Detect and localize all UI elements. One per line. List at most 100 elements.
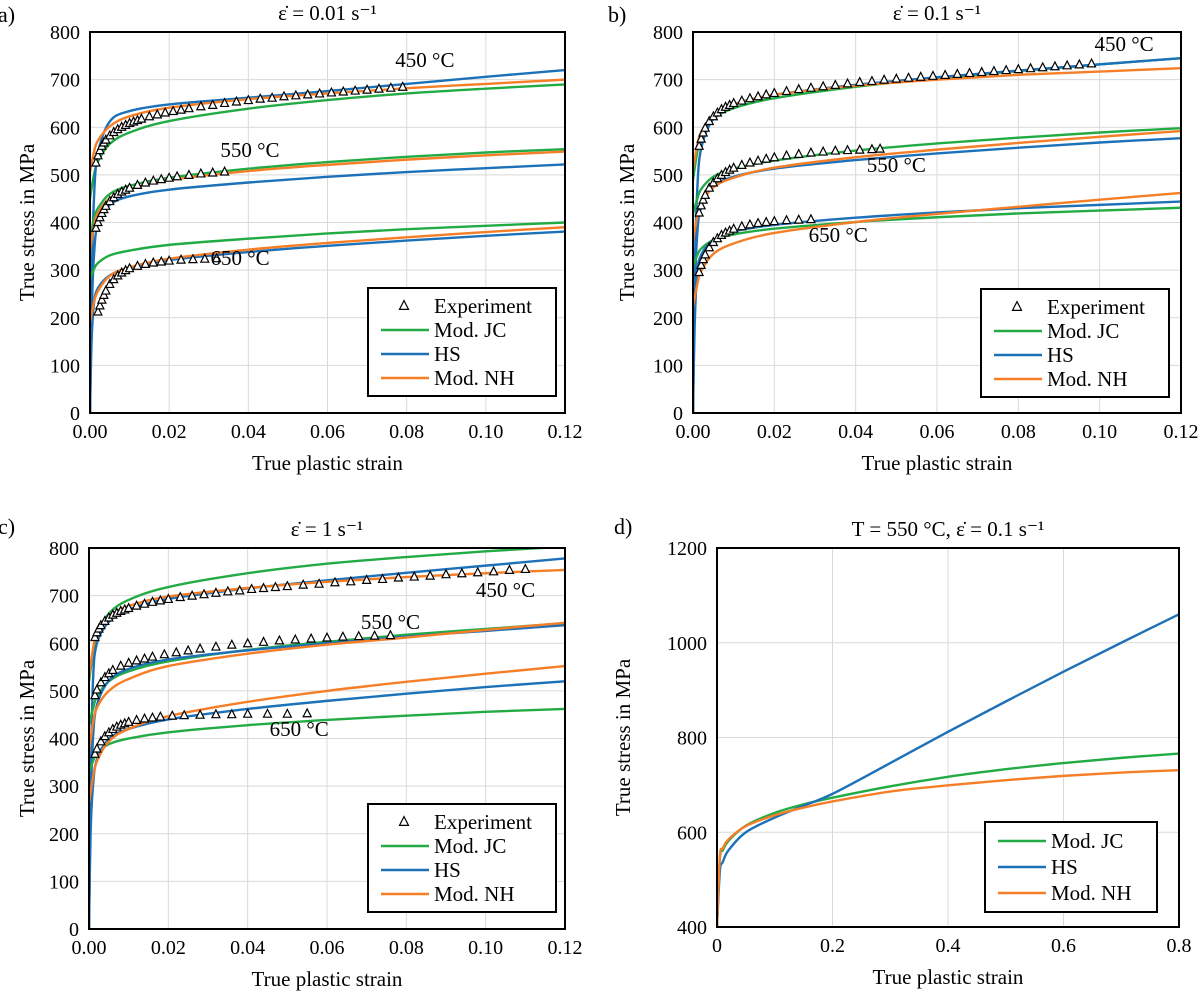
experiment-marker (163, 593, 174, 604)
curve-mod_jc-650c (692, 206, 1182, 268)
series-group-b (692, 56, 1182, 414)
experiment-marker (302, 88, 313, 99)
experiment-marker (818, 145, 829, 156)
experiment-marker (219, 97, 230, 108)
experiment-marker (964, 67, 975, 78)
experiment-marker (1037, 61, 1048, 72)
experiment-marker (124, 182, 135, 192)
experiment-marker (940, 69, 951, 79)
svg-text:700: 700 (49, 586, 79, 608)
experiment-marker (373, 83, 384, 93)
experiment-marker (805, 146, 816, 157)
annotation-550c: 550 °C (867, 153, 926, 177)
experiment-marker (156, 173, 167, 184)
experiment-marker (155, 710, 166, 721)
svg-text:0.04: 0.04 (230, 937, 265, 959)
experiment-marker (338, 85, 349, 96)
experiment-marker (262, 708, 273, 718)
svg-text:0.00: 0.00 (676, 421, 711, 443)
experiment-marker (219, 165, 230, 176)
chart-title-a: ε̇ = 0.01 s⁻¹ (278, 1, 377, 25)
plot-border-b (692, 31, 1182, 414)
experiment-marker (425, 569, 436, 580)
experiment-marker (231, 95, 242, 106)
curve-hs-550c (716, 613, 1180, 928)
panel-label-b: b) (608, 2, 627, 27)
experiment-marker (147, 650, 158, 661)
svg-text:0.06: 0.06 (310, 937, 345, 959)
experiment-marker (152, 108, 163, 119)
experiment-marker (1001, 64, 1012, 75)
experiment-marker (781, 85, 792, 96)
experiment-marker (385, 629, 396, 640)
svg-text:400: 400 (50, 213, 80, 235)
experiment-marker (234, 584, 245, 595)
svg-text:800: 800 (677, 728, 707, 750)
experiment-marker (94, 299, 105, 310)
experiment-marker (700, 189, 711, 199)
panel-label-a: a) (0, 2, 16, 27)
experiment-marker (139, 712, 150, 723)
legend-label-experiment: Experiment (434, 294, 532, 318)
experiment-marker (830, 144, 841, 155)
svg-text:0.08: 0.08 (389, 421, 424, 443)
experiment-marker (195, 709, 206, 719)
experiment-marker (866, 143, 877, 154)
plot-border-d (716, 547, 1180, 928)
experiment-marker (270, 581, 281, 592)
chart-b-svg: 0.00 0.02 0.04 0.06 0.08 0.10 0.12 0 100 200 300 40… (615, 1, 1199, 475)
experiment-marker (1062, 59, 1073, 70)
legend-box-c (367, 803, 557, 913)
experiment-marker (361, 574, 372, 584)
experiment-marker (854, 143, 865, 154)
svg-text:600: 600 (49, 633, 79, 655)
series-group-a (89, 68, 566, 414)
experiment-marker (210, 587, 221, 597)
experiment-marker (385, 82, 396, 92)
experiment-marker (793, 214, 804, 224)
experiment-marker (314, 87, 325, 98)
legend-label-mod_jc: Mod. JC (1051, 829, 1123, 853)
experiment-marker (164, 254, 175, 265)
experiment-marker (290, 89, 301, 100)
experiment-marker (704, 241, 715, 252)
experiment-marker (207, 166, 218, 177)
experiment-marker (199, 588, 210, 599)
experiment-marker (314, 578, 325, 588)
experiment-marker (875, 143, 886, 153)
experiment-marker (91, 742, 102, 753)
legend-label-mod_jc: Mod. JC (1047, 319, 1119, 343)
experiment-marker (322, 631, 332, 642)
svg-text:800: 800 (653, 22, 683, 44)
experiment-marker (879, 73, 890, 84)
svg-text:600: 600 (653, 117, 683, 139)
experiment-marker (144, 110, 155, 121)
experiment-marker (100, 200, 111, 210)
experiment-marker (793, 83, 804, 94)
panel-b: b) 0.00 0.02 0.04 0.06 0.08 0.10 0.12 0 100 200 30… (600, 0, 1200, 500)
x-axis-title-b: True plastic strain (862, 451, 1013, 475)
experiment-points-650c (694, 213, 816, 277)
annotation-650c: 650 °C (809, 223, 868, 247)
legend-experiment-marker (398, 299, 410, 310)
svg-text:600: 600 (50, 117, 80, 139)
chart-title-c: ε̇ = 1 s⁻¹ (291, 517, 363, 541)
experiment-marker (903, 72, 914, 82)
svg-text:0.10: 0.10 (468, 421, 503, 443)
experiment-marker (488, 565, 499, 576)
curve-mod_nh-550c (716, 768, 1180, 928)
x-tick-labels-a: 0.00 0.02 0.04 0.06 0.08 0.10 0.12 (73, 421, 583, 443)
experiment-marker (278, 90, 289, 101)
panel-a: a) 0.00 0.02 0.04 0.06 0.08 0.10 0.12 0 100 200 30… (0, 0, 600, 500)
svg-text:0: 0 (673, 403, 683, 425)
experiment-marker (243, 94, 254, 105)
svg-text:0: 0 (712, 935, 722, 957)
svg-text:0.12: 0.12 (548, 421, 583, 443)
svg-text:200: 200 (49, 824, 79, 846)
legend-label-mod_nh: Mod. NH (1051, 881, 1132, 905)
experiment-marker (183, 102, 194, 113)
svg-text:0.02: 0.02 (757, 421, 792, 443)
legend-label-hs: HS (1051, 855, 1078, 879)
svg-text:800: 800 (49, 538, 79, 560)
